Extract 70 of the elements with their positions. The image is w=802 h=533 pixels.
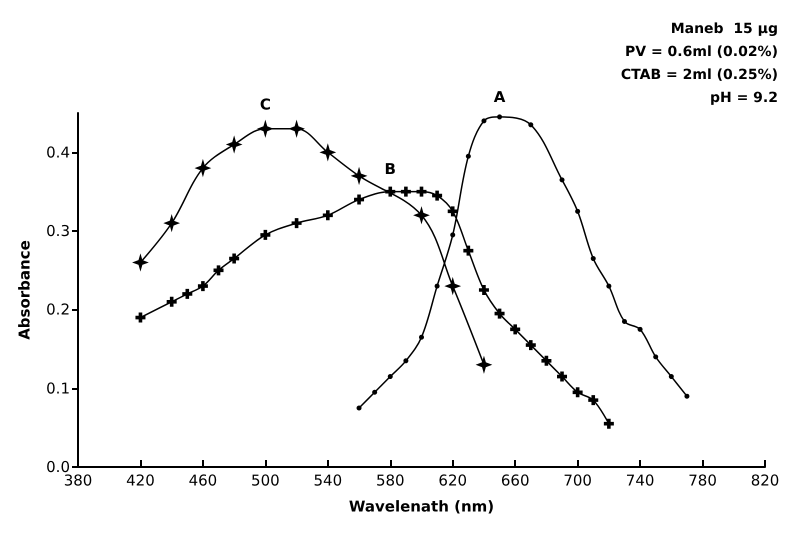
x-tick-label: 540: [314, 472, 342, 490]
point: [322, 210, 333, 220]
point: [354, 194, 364, 205]
y-tick-label: 0.1: [46, 379, 70, 398]
x-tick-label: 700: [563, 472, 592, 490]
x-axis-title: Wavelenath (nm): [348, 498, 494, 516]
x-tick-label: 620: [438, 472, 468, 490]
x-tick-label: 660: [500, 472, 530, 490]
point: [528, 122, 534, 128]
point: [198, 281, 208, 292]
point: [292, 218, 302, 228]
series-label: C: [260, 96, 271, 114]
point: [638, 326, 643, 332]
point: [400, 186, 411, 197]
point: [478, 285, 489, 295]
x-tick-label: 380: [64, 472, 92, 490]
point: [135, 312, 146, 323]
point: [214, 265, 224, 276]
point: [356, 406, 362, 410]
point: [684, 394, 690, 399]
point: [432, 190, 442, 201]
point: [434, 284, 440, 289]
point: [653, 354, 658, 360]
series-label: B: [384, 160, 396, 178]
point: [622, 318, 627, 324]
x-tick-label: 780: [688, 472, 717, 490]
point: [541, 356, 552, 366]
point: [575, 208, 580, 214]
point: [604, 418, 614, 429]
point: [590, 256, 596, 262]
text: PV = 0.6ml (0.02%): [624, 44, 778, 60]
x-tick-label: 740: [626, 472, 654, 490]
x-tick-label: 460: [188, 472, 218, 490]
point: [450, 232, 456, 238]
point: [388, 374, 393, 380]
point: [260, 230, 270, 240]
y-tick-label: 0.2: [46, 300, 70, 319]
point: [463, 246, 474, 256]
y-tick-label: 0.3: [46, 222, 70, 240]
point: [494, 308, 505, 319]
point: [182, 288, 192, 299]
text: pH = 9.2: [710, 90, 778, 106]
text: Maneb 15 μg: [670, 21, 778, 37]
x-tick-label: 420: [126, 472, 155, 490]
series-label: A: [494, 88, 506, 106]
point: [466, 154, 471, 159]
x-tick-label: 580: [376, 472, 405, 490]
y-axis-title: Absorbance: [16, 240, 34, 340]
point: [510, 324, 520, 334]
point: [606, 284, 612, 289]
x-tick-label: 820: [750, 472, 780, 490]
point: [572, 387, 583, 398]
text: CTAB = 2ml (0.25%): [620, 67, 778, 83]
point: [497, 114, 502, 120]
point: [560, 177, 565, 182]
point: [557, 372, 568, 382]
point: [416, 186, 426, 197]
point: [372, 390, 378, 395]
point: [448, 206, 458, 216]
point: [385, 186, 396, 197]
x-tick-label: 500: [251, 472, 280, 490]
point: [229, 254, 240, 264]
point: [166, 296, 177, 307]
point: [419, 334, 424, 340]
point: [526, 340, 536, 350]
y-tick-label: 0.4: [46, 143, 70, 162]
point: [481, 118, 486, 124]
point: [588, 395, 598, 406]
point: [403, 358, 408, 364]
point: [668, 374, 674, 380]
